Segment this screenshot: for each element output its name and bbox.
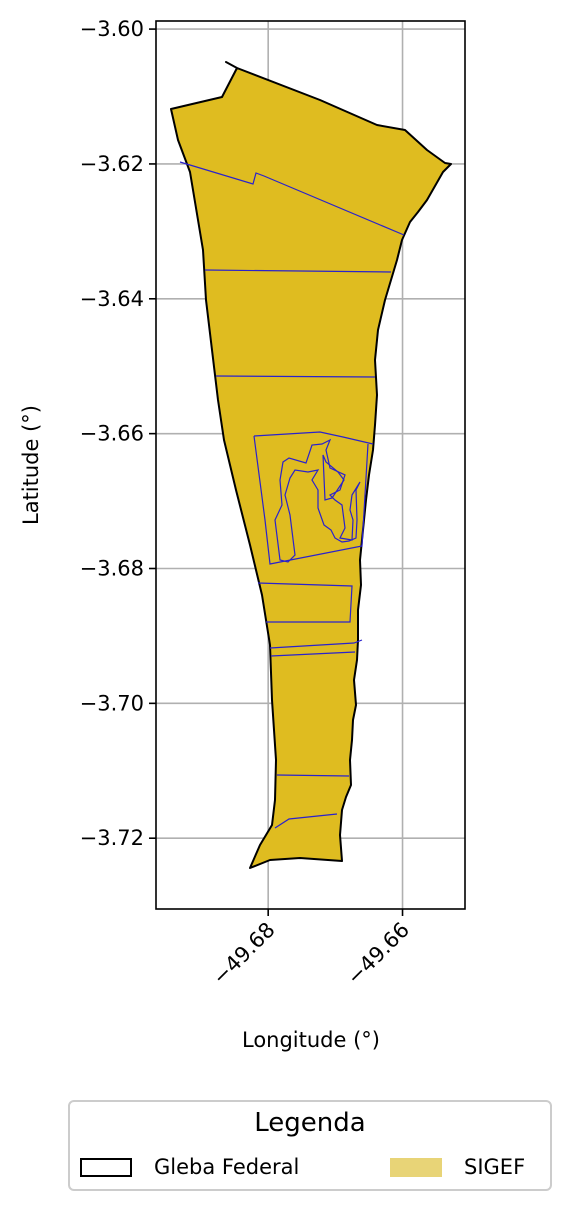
parcel-line xyxy=(276,774,350,777)
parcel-line xyxy=(274,813,338,829)
y-tick-label: −3.72 xyxy=(80,826,144,850)
parcel-line xyxy=(270,651,356,657)
y-axis-title: Latitude (°) xyxy=(19,405,43,525)
legend-title: Legenda xyxy=(254,1108,366,1138)
parcel-line xyxy=(269,639,363,649)
y-tick-label: −3.68 xyxy=(80,556,144,580)
map-figure: −49.68 −49.66 −3.60−3.62−3.64−3.66−3.68−3… xyxy=(19,17,466,1052)
y-tick-label: −3.62 xyxy=(80,152,144,176)
sigef-parcel-lines xyxy=(179,161,405,829)
x-tick-label: −49.68 xyxy=(208,918,280,990)
legend: Legenda Gleba Federal SIGEF xyxy=(68,1100,552,1191)
parcel-line xyxy=(215,375,376,378)
y-tick-label: −3.66 xyxy=(80,422,144,446)
plot-frame xyxy=(155,20,466,910)
parcel-line xyxy=(274,438,361,563)
legend-label-sigef: SIGEF xyxy=(464,1155,526,1179)
y-tick-label: −3.64 xyxy=(80,287,144,311)
parcel-line xyxy=(322,454,345,501)
plot-area xyxy=(155,20,466,910)
legend-item-gleba-federal: Gleba Federal xyxy=(80,1154,299,1180)
parcel-line xyxy=(253,435,369,565)
y-axis-ticks: −3.60 −3.62 −3.64 −3.66 −3.68 −3.70 −3.72 xyxy=(80,17,156,850)
x-axis-title: Longitude (°) xyxy=(242,1028,380,1052)
gleba-federal-polygon xyxy=(170,61,452,869)
y-tick-label: −3.60 xyxy=(80,17,144,41)
parcel-line xyxy=(179,161,405,236)
parcel-line xyxy=(204,269,392,273)
sigef-swatch xyxy=(390,1157,442,1177)
parcel-line xyxy=(253,431,374,445)
x-axis-ticks: −49.68 −49.66 xyxy=(208,909,414,989)
parcel-line xyxy=(257,582,353,623)
gleba-federal-swatch xyxy=(80,1157,132,1177)
legend-label-gleba-federal: Gleba Federal xyxy=(154,1155,300,1179)
legend-item-sigef: SIGEF xyxy=(390,1154,525,1180)
x-tick-label: −49.66 xyxy=(342,918,414,990)
y-tick-label: −3.70 xyxy=(80,691,144,715)
